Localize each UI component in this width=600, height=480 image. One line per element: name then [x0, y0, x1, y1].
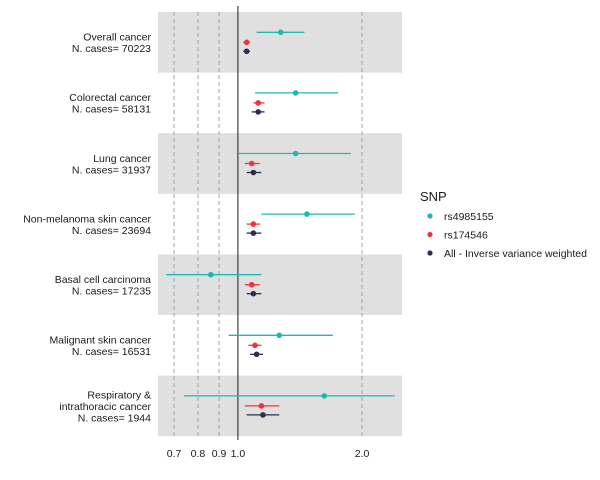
group-label: N. cases= 1944 — [78, 412, 151, 424]
error-bars — [166, 31, 395, 416]
point-estimate — [292, 150, 299, 157]
group-band — [158, 133, 402, 194]
group-label: N. cases= 70223 — [72, 43, 151, 55]
legend-key — [427, 231, 433, 238]
point-estimate — [277, 29, 284, 36]
group-label: Overall cancer — [83, 32, 151, 44]
legend-label: rs174546 — [444, 230, 488, 242]
group-label: Lung cancer — [93, 153, 151, 165]
group-band — [158, 12, 402, 73]
legend-title: SNP — [420, 189, 447, 204]
point-estimate — [250, 169, 257, 176]
point-estimate — [321, 393, 328, 399]
group-band — [158, 375, 402, 437]
point-estimate — [248, 160, 255, 167]
group-label: N. cases= 17235 — [72, 285, 151, 297]
group-label: intrathoracic cancer — [59, 401, 151, 413]
legend-key — [427, 250, 433, 256]
group-label: N. cases= 31937 — [72, 164, 151, 176]
x-tick-label: 0.9 — [212, 448, 227, 460]
point-estimate — [258, 403, 265, 409]
point-estimate — [260, 412, 266, 418]
legend-label: rs4985155 — [444, 211, 494, 223]
group-label: Basal cell carcinoma — [55, 274, 151, 286]
group-label: Malignant skin cancer — [49, 335, 151, 347]
group-bands — [158, 12, 402, 437]
group-label: Respiratory & — [87, 389, 151, 401]
group-label: N. cases= 23694 — [72, 225, 151, 237]
point-estimate — [252, 342, 258, 349]
group-label: Colorectal cancer — [69, 92, 151, 104]
point-estimate — [250, 290, 257, 297]
group-label: Non-melanoma skin cancer — [23, 213, 151, 225]
legend-label: All - Inverse variance weighted — [444, 248, 587, 260]
point-estimate — [248, 281, 255, 288]
point-estimate — [255, 109, 262, 115]
x-axis-ticks: 0.7 0.8 0.9 1.0 2.0 — [167, 448, 370, 460]
point-estimate — [292, 90, 299, 96]
point-estimate — [253, 351, 260, 358]
group-band — [158, 254, 402, 315]
point-estimate — [255, 100, 262, 106]
x-tick-label: 1.0 — [231, 448, 246, 460]
point-estimate — [250, 221, 257, 227]
point-estimate — [243, 48, 250, 55]
legend-items: rs4985155 rs174546 All - Inverse variance … — [427, 211, 587, 260]
x-tick-label: 0.8 — [191, 448, 206, 460]
legend: SNP rs4985155 rs174546 All - Inverse varia… — [420, 189, 587, 260]
x-tick-label: 2.0 — [355, 448, 370, 460]
point-estimates — [208, 29, 328, 418]
x-tick-label: 0.7 — [167, 448, 182, 460]
point-estimate — [250, 230, 257, 236]
point-estimate — [208, 271, 214, 278]
group-label: N. cases= 58131 — [72, 104, 151, 116]
point-estimate — [243, 39, 250, 46]
group-label: N. cases= 16531 — [72, 346, 151, 358]
point-estimate — [304, 211, 310, 217]
legend-key — [427, 213, 433, 219]
point-estimate — [276, 332, 283, 339]
gridlines — [173, 12, 363, 437]
